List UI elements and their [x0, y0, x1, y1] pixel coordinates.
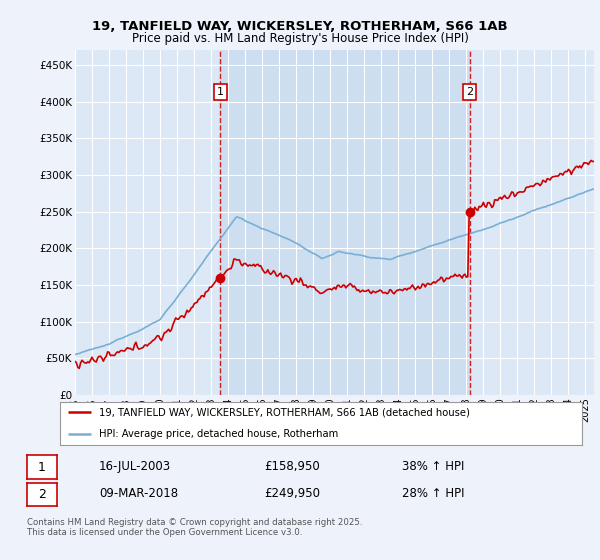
- Text: HPI: Average price, detached house, Rotherham: HPI: Average price, detached house, Roth…: [99, 429, 338, 439]
- Text: 19, TANFIELD WAY, WICKERSLEY, ROTHERHAM, S66 1AB (detached house): 19, TANFIELD WAY, WICKERSLEY, ROTHERHAM,…: [99, 407, 470, 417]
- Text: 1: 1: [217, 87, 224, 97]
- Text: 2: 2: [466, 87, 473, 97]
- Text: 09-MAR-2018: 09-MAR-2018: [99, 487, 178, 501]
- Text: 16-JUL-2003: 16-JUL-2003: [99, 460, 171, 473]
- Text: 19, TANFIELD WAY, WICKERSLEY, ROTHERHAM, S66 1AB: 19, TANFIELD WAY, WICKERSLEY, ROTHERHAM,…: [92, 20, 508, 32]
- Text: Contains HM Land Registry data © Crown copyright and database right 2025.
This d: Contains HM Land Registry data © Crown c…: [27, 518, 362, 538]
- Text: £158,950: £158,950: [264, 460, 320, 473]
- Text: 28% ↑ HPI: 28% ↑ HPI: [402, 487, 464, 501]
- Bar: [220, 50, 470, 395]
- Text: 1: 1: [38, 460, 46, 474]
- Text: 38% ↑ HPI: 38% ↑ HPI: [402, 460, 464, 473]
- Text: £249,950: £249,950: [264, 487, 320, 501]
- Text: 2: 2: [38, 488, 46, 501]
- Text: Price paid vs. HM Land Registry's House Price Index (HPI): Price paid vs. HM Land Registry's House …: [131, 32, 469, 45]
